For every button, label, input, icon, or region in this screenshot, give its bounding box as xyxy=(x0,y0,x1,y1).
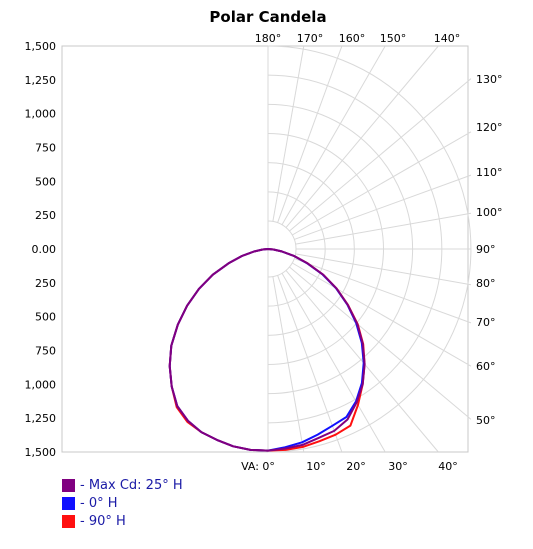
angle-label-top: 160° xyxy=(339,32,366,45)
legend-label: - Max Cd: 25° H xyxy=(80,477,183,493)
angle-label-right: 80° xyxy=(476,277,496,290)
angle-label-bottom: 30° xyxy=(388,460,408,473)
grid-spoke xyxy=(277,275,343,453)
angle-label-top: 180° xyxy=(255,32,282,45)
angle-label-bottom: VA: 0° xyxy=(241,460,275,473)
series-line xyxy=(168,248,366,452)
angle-label-right: 60° xyxy=(476,360,496,373)
angle-label-top: 150° xyxy=(380,32,407,45)
grid-spoke xyxy=(272,45,305,222)
y-tick-label: 250 xyxy=(35,209,56,222)
grid-spoke xyxy=(289,266,472,420)
legend-swatch xyxy=(62,514,75,528)
grid-spoke xyxy=(281,272,386,453)
series-line xyxy=(168,248,365,452)
legend-item-0h: - 0° H xyxy=(62,494,183,512)
grid-spoke xyxy=(285,270,439,453)
legend: - Max Cd: 25° H - 0° H - 90° H xyxy=(62,476,183,530)
y-tick-label: 1,250 xyxy=(25,412,57,425)
y-tick-label: 1,500 xyxy=(25,40,57,53)
angle-label-bottom: 40° xyxy=(438,460,458,473)
angle-label-bottom: 10° xyxy=(306,460,326,473)
y-tick-label: 1,000 xyxy=(25,378,57,391)
y-tick-label: 1,250 xyxy=(25,74,57,87)
angle-label-bottom: 20° xyxy=(346,460,366,473)
grid-spoke xyxy=(272,276,305,453)
angle-label-right: 90° xyxy=(476,243,496,256)
y-tick-label: 500 xyxy=(35,175,56,188)
angle-label-top: 170° xyxy=(297,32,324,45)
y-tick-label: 0.00 xyxy=(32,243,57,256)
angle-label-right: 120° xyxy=(476,121,503,134)
angle-label-right: 100° xyxy=(476,206,503,219)
legend-item-90h: - 90° H xyxy=(62,512,183,530)
grid-spoke xyxy=(295,212,472,245)
y-tick-label: 250 xyxy=(35,277,56,290)
y-tick-label: 750 xyxy=(35,345,56,358)
grid-spoke xyxy=(281,45,386,226)
chart-title: Polar Candela xyxy=(209,8,326,26)
y-tick-label: 750 xyxy=(35,142,56,155)
grid-spoke xyxy=(277,45,343,223)
angle-label-right: 70° xyxy=(476,316,496,329)
angle-labels: 180° 170° 160° 150° 140° 130° 120° 110° 100° 90° 8… xyxy=(241,32,502,473)
grid-spoke xyxy=(295,253,472,286)
series-lines xyxy=(168,248,366,452)
y-tick-labels: 1,500 1,250 1,000 750 500 250 0.00 250 500 750 1,0… xyxy=(25,40,57,459)
angle-label-right: 110° xyxy=(476,166,503,179)
y-tick-label: 1,500 xyxy=(25,446,57,459)
legend-label: - 90° H xyxy=(80,513,126,529)
legend-swatch xyxy=(62,478,75,492)
legend-swatch xyxy=(62,496,75,510)
angle-label-top: 140° xyxy=(434,32,461,45)
grid-spoke xyxy=(291,262,472,367)
polar-grid xyxy=(267,45,472,453)
y-tick-label: 1,000 xyxy=(25,108,57,121)
grid-spoke xyxy=(289,78,472,232)
series-line xyxy=(168,248,366,452)
grid-spoke xyxy=(285,45,439,228)
grid-spoke xyxy=(294,258,472,324)
grid-spoke xyxy=(291,131,472,236)
y-tick-label: 500 xyxy=(35,311,56,324)
angle-label-right: 50° xyxy=(476,414,496,427)
legend-item-max: - Max Cd: 25° H xyxy=(62,476,183,494)
angle-label-right: 130° xyxy=(476,73,503,86)
legend-label: - 0° H xyxy=(80,495,118,511)
grid-spoke xyxy=(294,174,472,240)
